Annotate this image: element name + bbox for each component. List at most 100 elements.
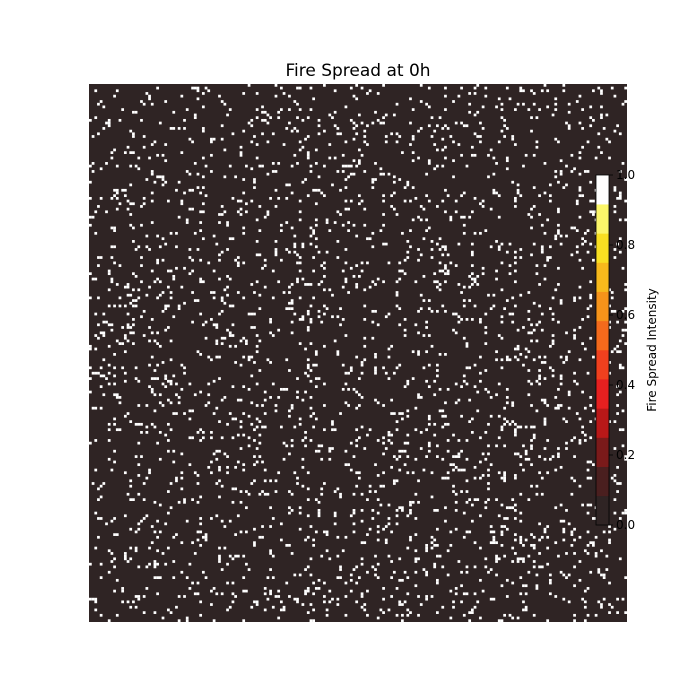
heatmap-cell — [532, 301, 536, 305]
heatmap-cell — [374, 110, 377, 114]
heatmap-cell — [548, 366, 552, 370]
heatmap-cell — [199, 522, 203, 526]
heatmap-cell — [336, 256, 340, 259]
heatmap-cell — [543, 377, 547, 380]
heatmap-cell — [306, 326, 310, 329]
heatmap-cell — [543, 264, 547, 267]
colorbar-band — [596, 175, 609, 205]
heatmap-cell — [384, 525, 388, 528]
heatmap-cell — [279, 108, 283, 111]
heatmap-cell — [204, 320, 208, 324]
heatmap-cell — [306, 312, 310, 316]
heatmap-cell — [398, 178, 402, 181]
heatmap-cell — [250, 422, 254, 426]
heatmap-cell — [624, 100, 628, 103]
heatmap-cell — [226, 221, 229, 224]
heatmap-cell — [242, 468, 246, 472]
heatmap-cell — [581, 342, 585, 345]
heatmap-cell — [210, 436, 213, 440]
heatmap-cell — [245, 164, 248, 168]
heatmap-cell — [89, 597, 92, 601]
heatmap-cell — [462, 215, 466, 219]
heatmap-cell — [236, 514, 240, 518]
heatmap-cell — [497, 248, 501, 251]
heatmap-cell — [411, 135, 415, 138]
heatmap-cell — [153, 611, 157, 614]
colorbar-bands — [596, 175, 609, 526]
heatmap-cell — [586, 613, 590, 617]
heatmap-cell — [452, 468, 455, 472]
heatmap-cell — [395, 132, 399, 136]
heatmap-cell — [460, 468, 463, 472]
heatmap-cell — [487, 293, 490, 297]
heatmap-cell — [258, 339, 262, 343]
heatmap-cell — [460, 153, 463, 157]
heatmap-cell — [557, 266, 560, 270]
heatmap-cell — [266, 210, 270, 214]
heatmap-cell — [336, 576, 340, 580]
heatmap-cell — [204, 336, 208, 340]
heatmap-cell — [444, 124, 447, 128]
heatmap-cell — [134, 366, 138, 370]
heatmap-cell — [328, 229, 332, 232]
heatmap-cell — [462, 124, 466, 128]
heatmap-cell — [422, 334, 426, 337]
heatmap-cell — [524, 584, 528, 588]
heatmap-cell — [543, 355, 547, 359]
heatmap-cell — [102, 331, 106, 335]
heatmap-cell — [446, 127, 450, 130]
heatmap-cell — [479, 616, 482, 620]
heatmap-cell — [304, 436, 307, 440]
heatmap-cell — [207, 89, 211, 93]
heatmap-cell — [433, 379, 437, 383]
heatmap-cell — [516, 358, 520, 362]
heatmap-cell — [314, 417, 318, 421]
heatmap-cell — [497, 471, 501, 475]
heatmap-cell — [263, 398, 267, 402]
heatmap-cell — [161, 309, 165, 313]
heatmap-cell — [239, 398, 243, 402]
heatmap-cell — [156, 296, 159, 300]
colorbar-frame — [595, 174, 610, 526]
heatmap-cell — [546, 439, 550, 442]
heatmap-cell — [586, 315, 590, 319]
heatmap-cell — [137, 595, 141, 598]
heatmap-cell — [228, 304, 232, 308]
heatmap-cell — [535, 573, 539, 577]
heatmap-cell — [167, 199, 170, 203]
heatmap-cell — [436, 309, 439, 313]
heatmap-cell — [392, 191, 396, 195]
heatmap-cell — [167, 326, 170, 329]
heatmap-cell — [102, 320, 106, 324]
heatmap-cell — [156, 258, 159, 262]
heatmap-cell — [226, 581, 229, 585]
heatmap-cell — [201, 202, 205, 206]
heatmap-cell — [325, 218, 329, 222]
heatmap-cell — [538, 355, 541, 359]
heatmap-cell — [624, 320, 628, 324]
heatmap-cell — [158, 293, 162, 297]
heatmap-cell — [583, 549, 587, 553]
heatmap-cell — [570, 530, 574, 534]
heatmap-cell — [438, 116, 442, 120]
heatmap-cell — [374, 490, 377, 493]
heatmap-cell — [271, 162, 275, 165]
heatmap-cell — [401, 449, 404, 453]
heatmap-cell — [301, 180, 305, 184]
heatmap-cell — [341, 549, 345, 553]
heatmap-cell — [543, 401, 547, 405]
heatmap-cell — [301, 277, 305, 281]
heatmap-cell — [239, 490, 243, 493]
heatmap-cell — [417, 309, 420, 313]
heatmap-cell — [379, 121, 383, 125]
heatmap-cell — [102, 105, 106, 109]
heatmap-cell — [253, 455, 256, 458]
heatmap-cell — [199, 277, 203, 281]
heatmap-cell — [314, 377, 318, 380]
heatmap-cell — [242, 589, 246, 593]
heatmap-cell — [94, 600, 98, 604]
heatmap-cell — [331, 315, 334, 319]
heatmap-cell — [352, 274, 356, 278]
heatmap-cell — [126, 560, 130, 563]
heatmap-cell — [191, 320, 194, 324]
